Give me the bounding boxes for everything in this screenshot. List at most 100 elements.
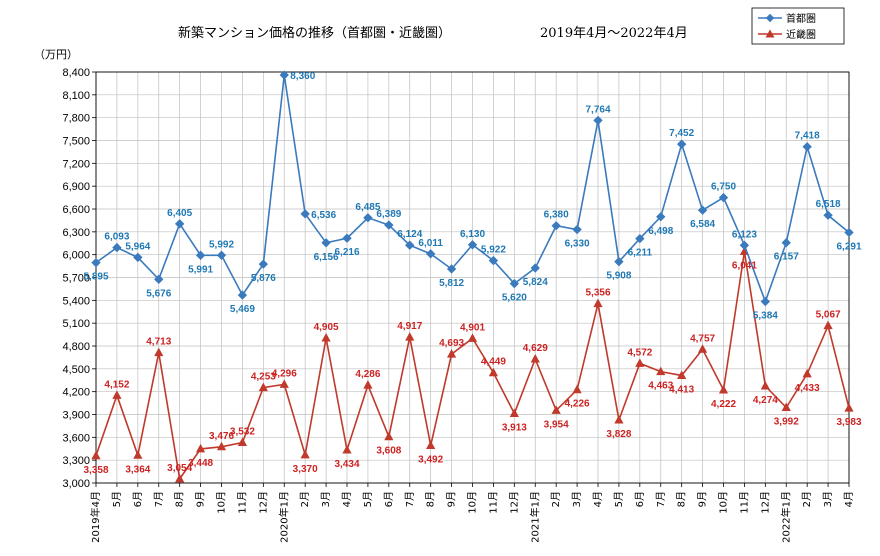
point-marker-a	[112, 242, 122, 253]
data-label-b: 3,532	[230, 427, 255, 438]
data-label-a: 6,405	[167, 208, 192, 219]
x-tick-label: 12月	[508, 491, 520, 514]
data-label-a: 5,964	[125, 241, 150, 252]
data-label-b: 3,492	[418, 455, 443, 466]
data-label-b: 3,364	[125, 464, 150, 475]
data-label-b: 4,296	[272, 368, 297, 379]
data-label-b: 3,370	[293, 464, 318, 475]
data-label-b: 4,226	[565, 399, 590, 410]
data-label-a: 6,211	[628, 248, 653, 259]
point-marker-b	[363, 380, 373, 389]
point-marker-a	[572, 224, 582, 235]
x-tick-label: 4月	[843, 491, 855, 507]
point-marker-b	[551, 405, 561, 414]
x-tick-label: 3月	[320, 491, 332, 507]
data-label-b: 3,992	[774, 416, 799, 427]
y-axis-ticks: 3,000 3,300 3,600 3,900 4,200 4,500 4,800 5,100…	[62, 67, 90, 490]
y-tick-label: 5,700	[62, 273, 90, 285]
x-tick-label: 11月	[738, 491, 750, 514]
point-marker-b	[342, 444, 352, 454]
x-tick-label: 8月	[174, 491, 186, 507]
point-marker-a	[635, 233, 645, 244]
data-label-a: 8,360	[290, 71, 315, 82]
point-marker-b	[530, 354, 540, 363]
y-tick-label: 7,200	[62, 158, 90, 170]
point-marker-b	[154, 347, 164, 357]
x-tick-label: 12月	[257, 491, 269, 514]
legend-label-series-b: 近畿圏	[786, 28, 816, 41]
point-marker-a	[363, 213, 373, 223]
data-label-a: 6,216	[334, 247, 359, 258]
x-tick-label: 6月	[634, 491, 646, 507]
y-tick-label: 5,100	[62, 318, 90, 330]
data-label-a: 6,485	[355, 202, 380, 213]
data-label-a: 6,498	[648, 226, 673, 237]
data-label-b: 3,434	[334, 459, 359, 470]
y-tick-label: 4,800	[62, 341, 90, 353]
y-tick-label: 3,900	[62, 410, 90, 422]
data-label-a: 6,518	[816, 199, 841, 210]
data-label-a: 5,992	[209, 239, 234, 250]
data-label-b: 4,222	[711, 399, 736, 410]
data-label-a: 5,991	[188, 264, 213, 275]
data-label-a: 5,922	[481, 245, 506, 256]
data-label-b: 3,608	[376, 446, 401, 457]
data-label-b: 3,954	[544, 419, 569, 430]
data-label-b: 4,757	[690, 333, 715, 344]
point-marker-a	[781, 238, 791, 248]
y-tick-label: 7,800	[62, 113, 90, 125]
x-tick-label: 2月	[550, 491, 562, 507]
point-marker-b	[509, 408, 519, 418]
x-tick-label: 2019年4月	[89, 491, 102, 543]
axes	[92, 71, 850, 487]
data-label-a: 5,469	[230, 304, 255, 315]
point-marker-b	[279, 379, 289, 388]
point-marker-a	[844, 227, 854, 238]
data-label-b: 4,253	[251, 372, 276, 383]
data-label-a: 6,157	[774, 252, 799, 263]
x-tick-label: 2021年1月	[528, 491, 541, 543]
y-tick-label: 3,600	[62, 432, 90, 444]
point-marker-b	[133, 450, 143, 459]
point-marker-b	[697, 344, 708, 353]
point-marker-b	[593, 298, 603, 308]
y-tick-label: 4,200	[62, 387, 90, 399]
data-label-a: 6,750	[711, 182, 736, 193]
data-label-a: 6,330	[565, 239, 590, 250]
point-marker-b	[175, 473, 185, 483]
point-marker-a	[823, 210, 833, 220]
x-tick-label: 6月	[132, 491, 144, 507]
point-marker-b	[321, 333, 331, 342]
point-marker-a	[237, 290, 248, 300]
point-marker-b	[488, 367, 499, 377]
point-marker-a	[195, 250, 206, 261]
legend-label-series-a: 首都圏	[786, 12, 816, 25]
data-label-b: 4,713	[146, 337, 171, 348]
data-label-b: 4,917	[397, 321, 422, 332]
point-marker-b	[446, 349, 457, 358]
point-marker-b	[112, 390, 122, 399]
data-label-b: 4,449	[481, 357, 506, 368]
data-label-b: 4,152	[104, 379, 129, 390]
y-tick-label: 6,000	[62, 250, 90, 262]
point-marker-a	[697, 205, 708, 215]
x-tick-label: 6月	[383, 491, 395, 507]
point-marker-a	[174, 219, 185, 229]
data-label-a: 5,876	[251, 273, 276, 284]
x-tick-label: 7月	[655, 491, 667, 507]
data-label-a: 6,130	[460, 229, 485, 240]
data-label-b: 6,041	[732, 261, 757, 272]
x-tick-label: 4月	[341, 491, 353, 507]
data-label-b: 5,067	[816, 310, 841, 321]
x-tick-label: 11月	[236, 491, 248, 514]
data-label-a: 5,620	[502, 293, 527, 304]
y-tick-label: 8,400	[62, 67, 90, 79]
legend-box	[751, 7, 845, 45]
data-label-b: 3,358	[83, 465, 108, 476]
x-tick-label: 10月	[467, 491, 479, 514]
point-marker-a	[446, 264, 457, 274]
y-tick-label: 3,000	[62, 478, 90, 490]
